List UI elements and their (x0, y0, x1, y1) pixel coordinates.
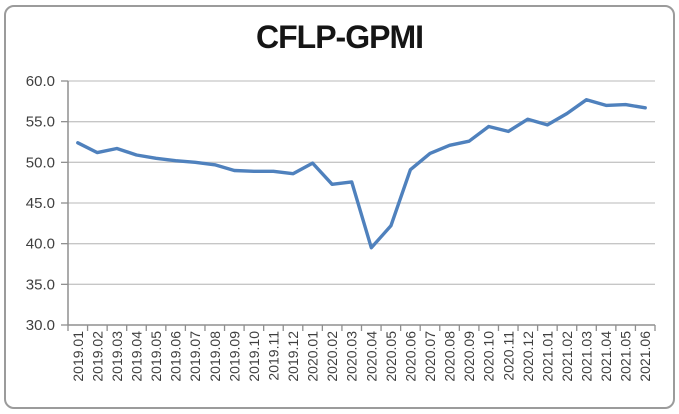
y-tick-label: 45.0 (26, 195, 55, 212)
x-tick-label: 2021.05 (618, 331, 634, 382)
data-line (76, 97, 647, 250)
x-tick-label: 2021.06 (637, 331, 653, 382)
x-tick-label: 2019.05 (148, 331, 164, 382)
x-tick-label: 2020.07 (422, 331, 438, 382)
chart-title: CFLP-GPMI (256, 19, 424, 55)
x-tick-label: 2021.04 (598, 331, 614, 382)
x-tick-label: 2020.02 (324, 331, 340, 382)
y-tick-label: 35.0 (26, 276, 55, 293)
x-tick-label: 2021.01 (539, 331, 555, 382)
x-tick-label: 2021.02 (559, 331, 575, 382)
x-tick-label: 2019.09 (226, 331, 242, 382)
x-tick-label: 2020.03 (344, 331, 360, 382)
x-tick-label: 2020.11 (500, 331, 516, 381)
x-tick-label: 2019.06 (168, 331, 184, 382)
y-tick-label: 55.0 (26, 114, 55, 131)
x-tick-label: 2021.03 (579, 331, 595, 382)
y-tick-label: 60.0 (26, 73, 55, 90)
x-tick-label: 2020.05 (383, 331, 399, 382)
x-tick-label: 2019.04 (128, 331, 144, 382)
x-tick-label: 2019.08 (207, 331, 223, 382)
x-tick-label: 2019.03 (109, 331, 125, 382)
x-tick-label: 2019.12 (285, 331, 301, 382)
y-tick-label: 40.0 (26, 236, 55, 253)
x-tick-label: 2019.07 (187, 331, 203, 382)
x-tick-label: 2020.01 (305, 331, 321, 382)
y-tick-label: 30.0 (26, 317, 55, 334)
y-tick-label: 50.0 (26, 154, 55, 171)
x-tick-label: 2020.06 (402, 331, 418, 382)
x-tick-label: 2020.08 (442, 331, 458, 382)
x-tick-label: 2019.01 (70, 331, 86, 382)
x-tick-label: 2020.09 (461, 331, 477, 382)
x-tick-label: 2020.04 (363, 331, 379, 382)
x-tick-label: 2020.12 (520, 331, 536, 382)
x-tick-label: 2020.10 (481, 331, 497, 382)
chart-frame (4, 5, 675, 409)
x-tick-label: 2019.02 (89, 331, 105, 382)
x-tick-label: 2019.10 (246, 331, 262, 382)
x-tick-label: 2019.11 (265, 331, 281, 381)
